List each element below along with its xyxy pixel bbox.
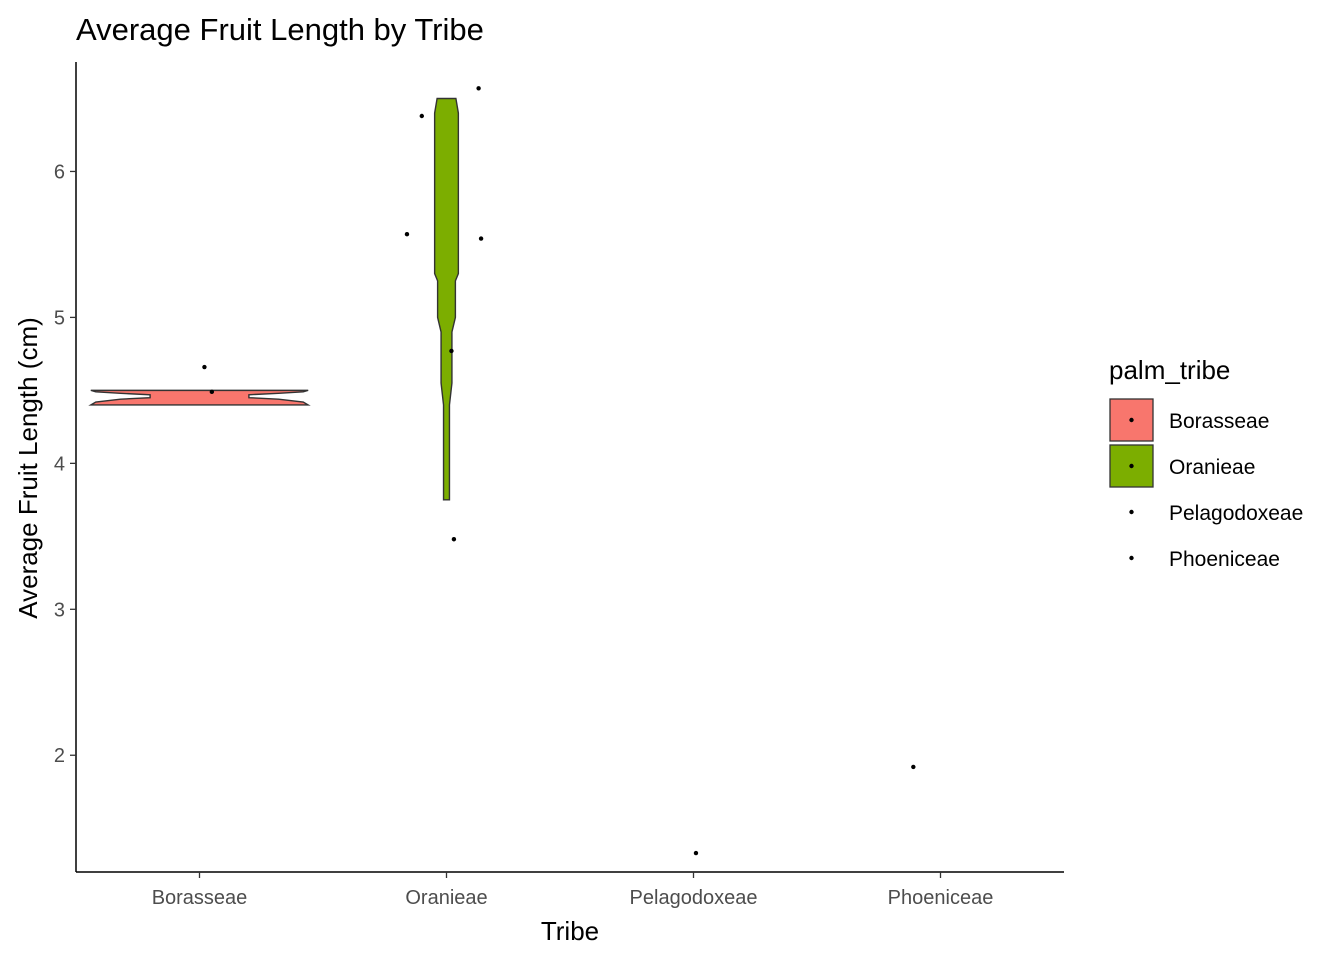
data-point (419, 113, 424, 119)
chart-title: Average Fruit Length by Tribe (76, 12, 484, 47)
legend-point-phoeniceae (1129, 555, 1134, 561)
data-point (209, 389, 215, 395)
data-point (476, 86, 481, 91)
y-tick-label: 3 (54, 599, 65, 621)
legend-label-phoeniceae: Phoeniceae (1169, 548, 1280, 571)
y-axis-title: Average Fruit Length (cm) (13, 317, 43, 619)
data-point (911, 764, 916, 770)
data-point (449, 348, 454, 354)
x-tick-label: Oranieae (405, 887, 487, 909)
x-axis-ticks: Borasseae Oranieae Pelagodoxeae Phoeniceae (152, 872, 994, 909)
legend-label-borasseae: Borasseae (1169, 410, 1269, 433)
data-point (202, 364, 207, 370)
legend-point-borasseae (1129, 417, 1134, 423)
legend-point-oranieae (1129, 463, 1134, 469)
y-tick-label: 4 (54, 453, 65, 475)
y-tick-label: 5 (54, 307, 65, 329)
violins-layer (88, 97, 460, 501)
y-tick-label: 6 (54, 161, 65, 183)
legend-title: palm_tribe (1109, 355, 1230, 385)
legend: palm_tribe Borasseae Oranieae Pelagodoxeae… (1109, 355, 1303, 571)
x-axis-title: Tribe (541, 916, 599, 946)
legend-label-pelagodoxeae: Pelagodoxeae (1169, 502, 1303, 525)
legend-point-pelagodoxeae (1129, 509, 1134, 515)
violin-oranieae (433, 97, 460, 501)
x-tick-label: Borasseae (152, 887, 248, 909)
y-axis-ticks: 2 3 4 5 6 (54, 161, 76, 767)
data-point (693, 850, 699, 856)
x-tick-label: Phoeniceae (888, 887, 994, 909)
legend-label-oranieae: Oranieae (1169, 456, 1255, 479)
data-point (478, 236, 484, 241)
violin-borasseae (88, 389, 311, 406)
points-layer (202, 86, 916, 856)
y-tick-label: 2 (54, 745, 65, 767)
x-tick-label: Pelagodoxeae (630, 887, 758, 909)
data-point (404, 232, 410, 237)
data-point (451, 537, 457, 542)
